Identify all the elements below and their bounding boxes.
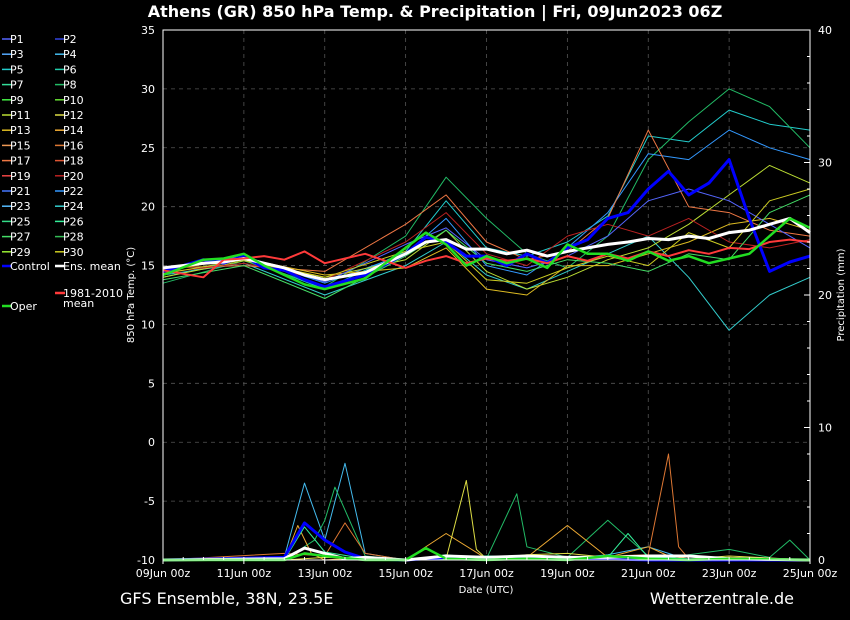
x-tick-label: 19Jun 00z bbox=[540, 567, 595, 580]
legend-label: P5 bbox=[10, 63, 24, 76]
legend-label: Ens. mean bbox=[63, 260, 121, 273]
legend-label: P1 bbox=[10, 33, 24, 46]
y2-axis-title: Precipitation (mm) bbox=[836, 248, 847, 341]
y-tick-label: 5 bbox=[148, 377, 155, 390]
chart-title: Athens (GR) 850 hPa Temp. & Precipitatio… bbox=[148, 2, 723, 22]
legend-label: Control bbox=[10, 260, 50, 273]
y-tick-label: 0 bbox=[148, 436, 155, 449]
legend-label: P8 bbox=[63, 79, 77, 92]
series-line-ens-mean-temp bbox=[162, 216, 811, 282]
x-tick-label: 25Jun 00z bbox=[783, 567, 838, 580]
legend-label: P3 bbox=[10, 48, 24, 61]
series-line-ens-mean-precip bbox=[162, 546, 811, 562]
legend-label: P14 bbox=[63, 124, 84, 137]
legend-label: P11 bbox=[10, 109, 31, 122]
temperature-plot bbox=[162, 88, 811, 331]
legend-label: P2 bbox=[63, 33, 77, 46]
legend-label: 1981-2010 bbox=[63, 287, 123, 300]
legend-label: P21 bbox=[10, 185, 31, 198]
footer-source: GFS Ensemble, 38N, 23.5E bbox=[120, 589, 333, 608]
y2-tick-label: 0 bbox=[818, 554, 825, 567]
legend-label: P4 bbox=[63, 48, 77, 61]
legend-label: P19 bbox=[10, 170, 31, 183]
series-line-p30-temp bbox=[162, 188, 811, 284]
x-tick-label: 23Jun 00z bbox=[702, 567, 757, 580]
legend-label: P13 bbox=[10, 124, 31, 137]
x-tick-label: 17Jun 00z bbox=[459, 567, 514, 580]
legend-label: Oper bbox=[10, 300, 37, 313]
legend-label: P29 bbox=[10, 246, 31, 259]
y-tick-label: 25 bbox=[141, 142, 155, 155]
series-line-p27-temp bbox=[162, 194, 811, 299]
legend-label: P27 bbox=[10, 231, 31, 244]
footer-site: Wetterzentrale.de bbox=[650, 589, 794, 608]
x-tick-label: 21Jun 00z bbox=[621, 567, 676, 580]
legend-label: P25 bbox=[10, 215, 31, 228]
legend-label: P16 bbox=[63, 139, 84, 152]
legend-label: mean bbox=[63, 297, 94, 310]
y-axis-title: 850 hPa Temp. (°C) bbox=[126, 247, 137, 343]
y-tick-label: 15 bbox=[141, 260, 155, 273]
y-tick-label: 30 bbox=[141, 83, 155, 96]
legend-label: P12 bbox=[63, 109, 84, 122]
y-tick-label: 20 bbox=[141, 201, 155, 214]
legend-label: P30 bbox=[63, 246, 84, 259]
legend-label: P23 bbox=[10, 200, 31, 213]
legend-label: P18 bbox=[63, 155, 84, 168]
y-tick-label: 10 bbox=[141, 318, 155, 331]
x-tick-label: 11Jun 00z bbox=[217, 567, 272, 580]
x-tick-label: 09Jun 00z bbox=[136, 567, 191, 580]
x-tick-label: 13Jun 00z bbox=[298, 567, 353, 580]
legend-label: P9 bbox=[10, 94, 24, 107]
axes: -10 -5 0 5 10 15 20 25 30 35 09Jun 00z 11Jun 00z 13J… bbox=[136, 24, 838, 580]
legend-label: P24 bbox=[63, 200, 84, 213]
legend-label: P20 bbox=[63, 170, 84, 183]
legend-label: P7 bbox=[10, 79, 24, 92]
legend-label: P10 bbox=[63, 94, 84, 107]
y-tick-label: 35 bbox=[141, 24, 155, 37]
x-axis-title: Date (UTC) bbox=[459, 585, 514, 596]
y2-tick-label: 10 bbox=[818, 422, 832, 435]
legend-label: P15 bbox=[10, 139, 31, 152]
y-tick-label: -5 bbox=[144, 495, 155, 508]
legend-label: P22 bbox=[63, 185, 84, 198]
y2-tick-label: 30 bbox=[818, 157, 832, 170]
legend-label: P6 bbox=[63, 63, 77, 76]
x-tick-label: 15Jun 00z bbox=[378, 567, 433, 580]
y-tick-label: -10 bbox=[137, 554, 155, 567]
legend-label: P26 bbox=[63, 215, 84, 228]
legend-label: P28 bbox=[63, 231, 84, 244]
legend: P1 P2 P3 P4 P5 P6 P7 P8 P9 P10 P11 P12 P13 P14 P15 P16 P… bbox=[2, 33, 123, 313]
y2-tick-label: 20 bbox=[818, 289, 832, 302]
series-line-p11-temp bbox=[162, 164, 811, 290]
series-line-p8-precip bbox=[163, 486, 811, 561]
legend-label: P17 bbox=[10, 155, 31, 168]
series-line-oper-temp bbox=[162, 217, 811, 291]
y2-tick-label: 40 bbox=[818, 24, 832, 37]
